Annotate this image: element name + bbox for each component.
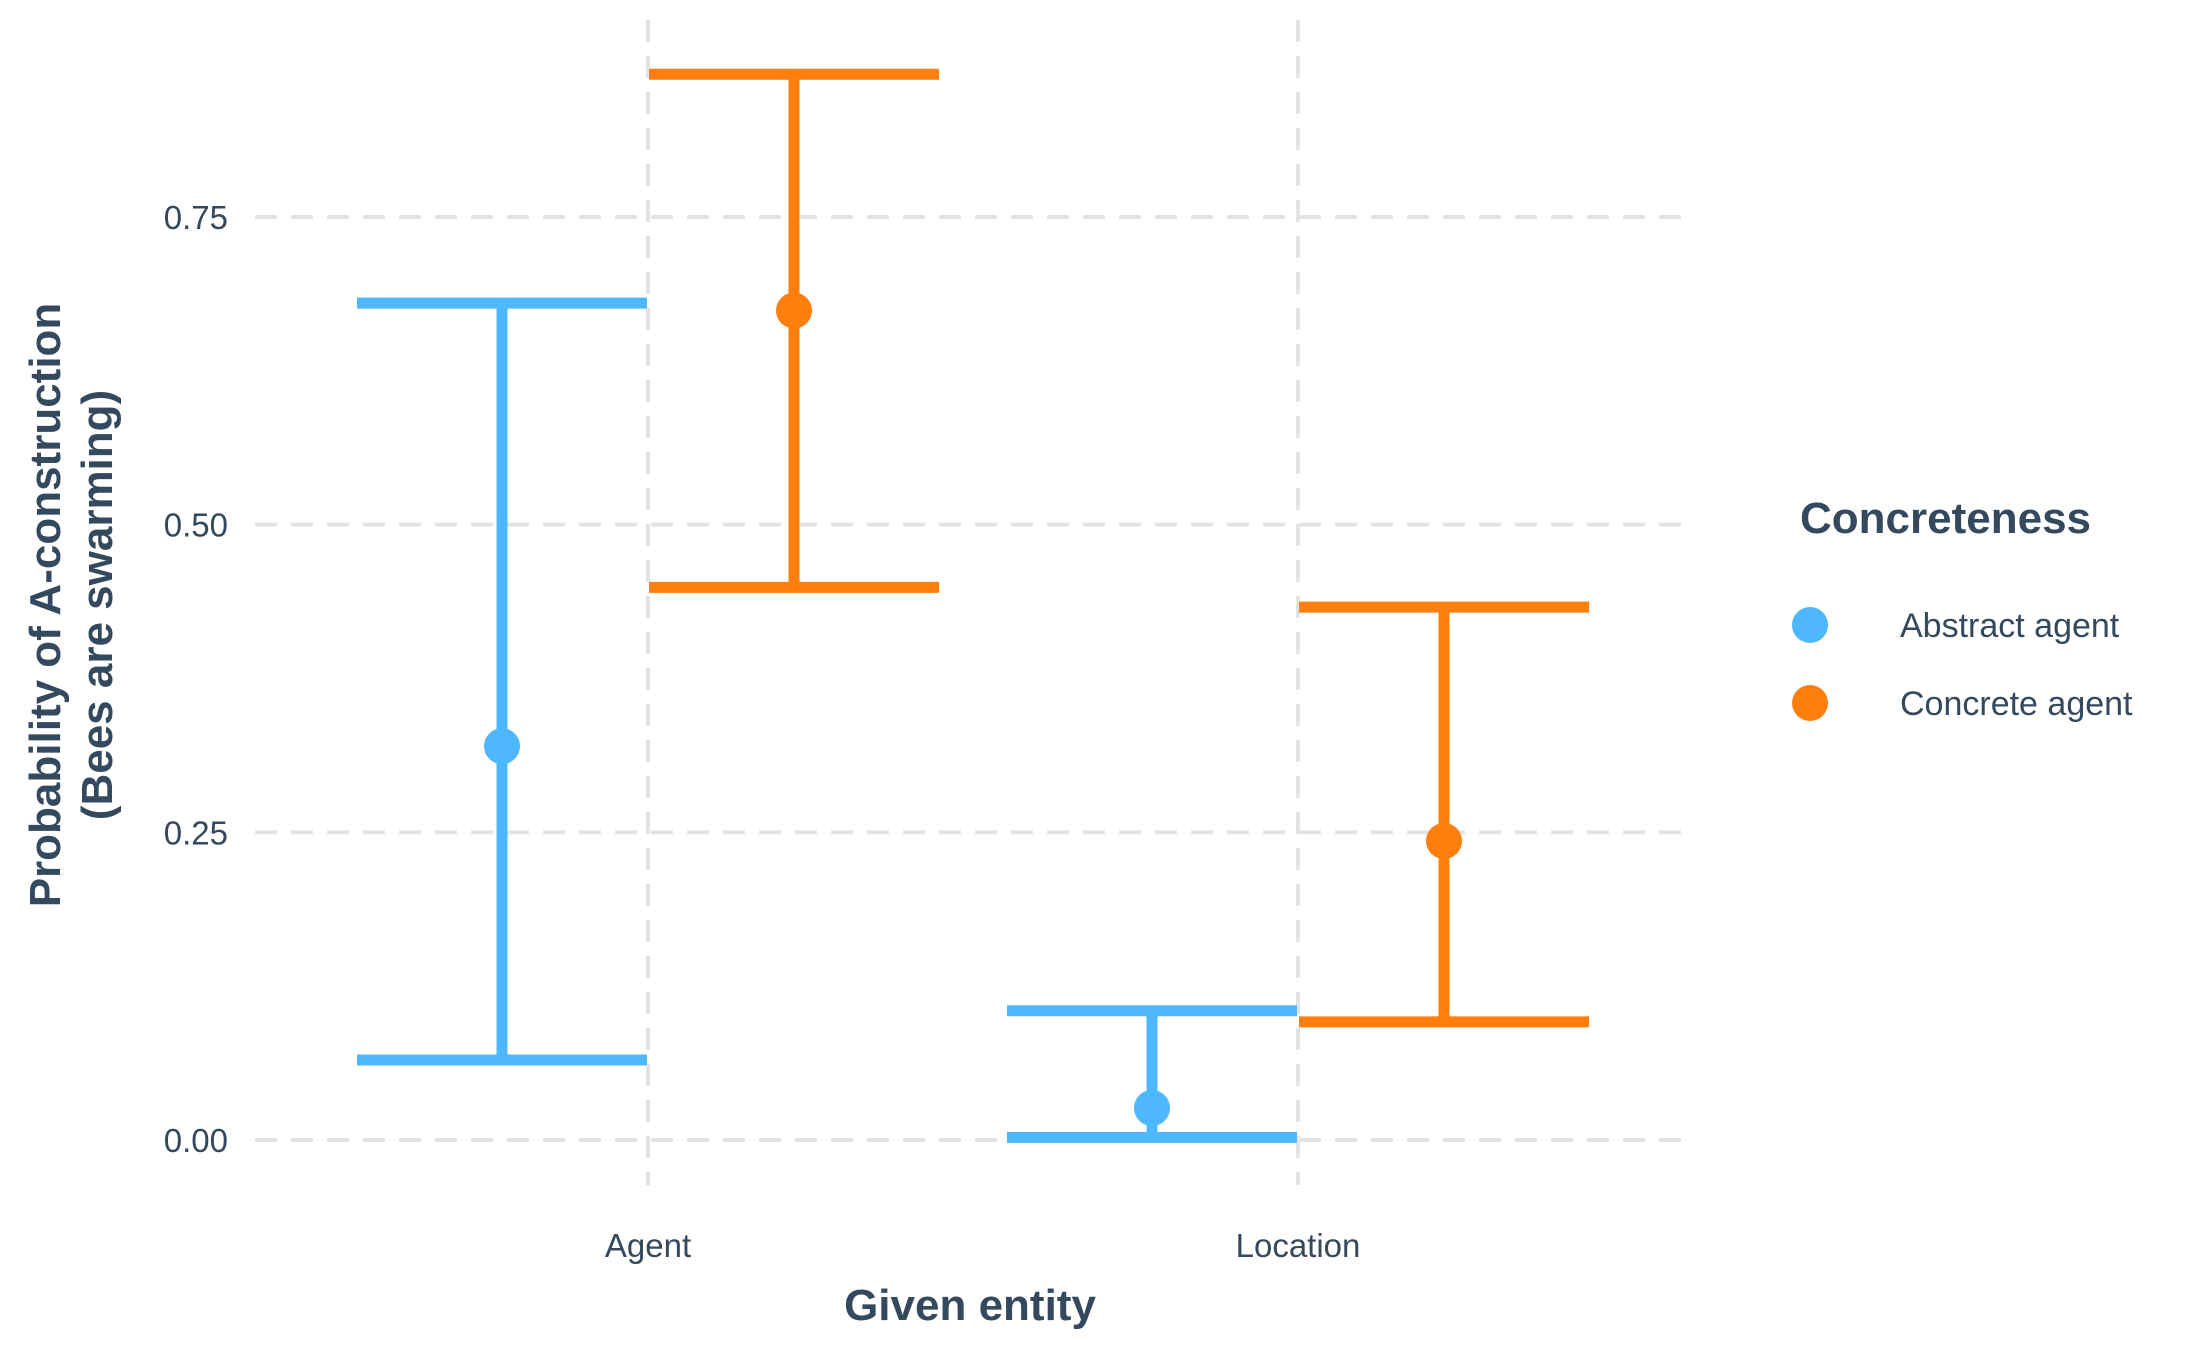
y-tick-label: 0.00 [164, 1122, 228, 1159]
legend-key [1792, 607, 1828, 643]
y-tick-label: 0.25 [164, 814, 228, 851]
estimate-point [484, 728, 520, 765]
y-axis-title-line1: Probability of A-construction [21, 303, 70, 908]
estimate-point [1426, 822, 1462, 859]
error-bars [357, 68, 1589, 1144]
estimate-points [484, 292, 1462, 1127]
y-axis-title: Probability of A-construction (Bees are … [21, 303, 122, 908]
x-tick-label: Location [1236, 1227, 1361, 1264]
legend-items: Abstract agent Concrete agent [1792, 607, 2133, 723]
error-bar [1299, 601, 1589, 1028]
estimate-point [776, 292, 812, 329]
error-bar [649, 68, 939, 593]
y-tick-label: 0.50 [164, 507, 228, 544]
x-axis-title: Given entity [844, 1281, 1096, 1330]
estimate-point [1134, 1090, 1170, 1127]
legend-label: Abstract agent [1900, 607, 2120, 645]
legend-title: Concreteness [1800, 494, 2091, 543]
y-tick-labels: 0.00 0.25 0.50 0.75 [164, 199, 228, 1159]
y-axis-title-line2: (Bees are swarming) [73, 390, 122, 820]
error-bar [357, 297, 647, 1066]
x-tick-label: Agent [605, 1227, 691, 1264]
legend-label: Concrete agent [1900, 685, 2133, 723]
y-tick-label: 0.75 [164, 199, 228, 236]
legend-key [1792, 685, 1828, 721]
x-tick-labels: Agent Location [605, 1227, 1361, 1264]
legend: Concreteness Abstract agent Concrete agen… [1792, 494, 2133, 723]
